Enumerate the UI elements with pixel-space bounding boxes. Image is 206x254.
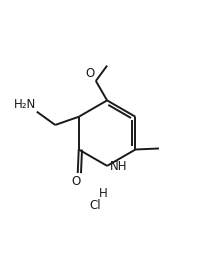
Text: NH: NH [110,160,127,173]
Text: O: O [71,175,80,188]
Text: H: H [99,187,107,200]
Text: O: O [85,67,94,80]
Text: H₂N: H₂N [14,98,36,111]
Text: methoxy: methoxy [0,253,1,254]
Text: Cl: Cl [89,199,101,212]
